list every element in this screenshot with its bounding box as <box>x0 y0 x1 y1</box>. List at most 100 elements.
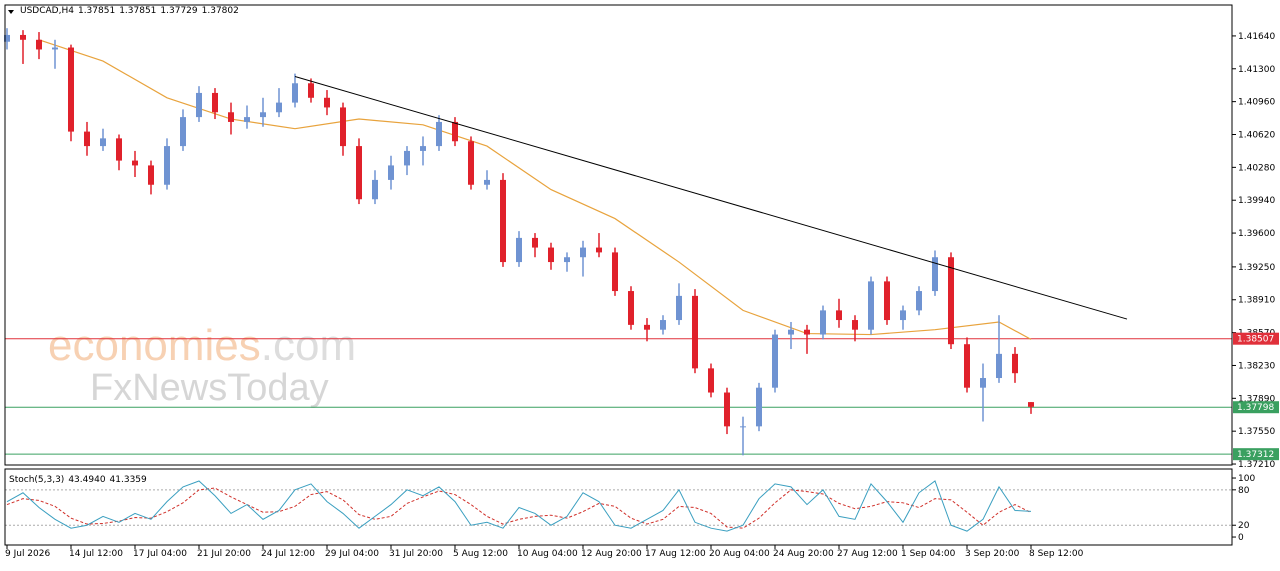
candle-body <box>164 146 170 185</box>
candle-body <box>804 329 810 335</box>
y-tick-label: 1.40960 <box>1238 98 1275 108</box>
x-tick-label: 8 Sep 12:00 <box>1029 549 1084 559</box>
candle-body <box>196 92 202 118</box>
candle-body <box>372 179 378 200</box>
candle-body <box>564 257 570 263</box>
candle-body <box>660 320 666 330</box>
x-tick-label: 3 Sep 20:00 <box>965 549 1020 559</box>
stoch-signal <box>6 487 1032 529</box>
stochastic-name: Stoch(5,3,3) <box>9 475 64 485</box>
x-tick-label: 10 Aug 04:00 <box>517 549 578 559</box>
candle-body <box>820 310 826 335</box>
x-tick-label: 5 Aug 12:00 <box>453 549 508 559</box>
candle-body <box>516 237 522 263</box>
candle-body <box>212 92 218 113</box>
x-tick-label: 17 Aug 12:00 <box>645 549 706 559</box>
x-tick-label: 31 Jul 20:00 <box>389 549 443 559</box>
candle-body <box>644 324 650 330</box>
candle-body <box>84 131 90 147</box>
candle-body <box>852 320 858 330</box>
candle-body <box>836 310 842 321</box>
candle-body <box>932 257 938 292</box>
stoch-tick-label: 100 <box>1238 474 1255 484</box>
candle-body <box>4 34 10 42</box>
candle-body <box>1012 353 1018 374</box>
stoch-tick-label: 0 <box>1238 533 1244 543</box>
candle-body <box>148 165 154 185</box>
candle-body <box>996 353 1002 379</box>
stoch-tick-label: 80 <box>1238 486 1250 496</box>
candle-body <box>724 392 730 427</box>
y-tick-label: 1.40620 <box>1238 130 1275 140</box>
candle-body <box>628 291 634 325</box>
x-tick-label: 17 Jul 04:00 <box>133 549 187 559</box>
y-tick-label: 1.39940 <box>1238 196 1275 206</box>
level-label: 1.37312 <box>1237 450 1274 460</box>
candle-body <box>964 344 970 388</box>
candle-body <box>868 281 874 330</box>
candle-body <box>948 257 954 345</box>
x-tick-label: 12 Aug 20:00 <box>581 549 642 559</box>
y-tick-label: 1.40280 <box>1238 163 1275 173</box>
stochastic-main-readout: 43.4940 <box>68 475 105 485</box>
header-open: 1.37851 <box>78 6 115 16</box>
x-tick-label: 14 Jul 12:00 <box>69 549 123 559</box>
candle-body <box>116 138 122 161</box>
symbol: USDCAD,H4 <box>20 6 74 16</box>
candle-body <box>452 121 458 142</box>
candle-body <box>756 387 762 427</box>
x-tick-label: 20 Aug 04:00 <box>709 549 770 559</box>
candle-body <box>324 97 330 108</box>
candle-body <box>612 252 618 292</box>
y-tick-label: 1.37210 <box>1238 460 1275 470</box>
y-tick-label: 1.37890 <box>1238 394 1275 404</box>
candle-body <box>676 295 682 321</box>
candle-body <box>596 247 602 253</box>
candle-body <box>980 378 986 388</box>
candle-body <box>788 329 794 335</box>
candle-body <box>500 179 506 263</box>
x-tick-label: 21 Jul 20:00 <box>197 549 251 559</box>
y-tick-label: 1.39600 <box>1238 229 1275 239</box>
y-tick-label: 1.37550 <box>1238 427 1275 437</box>
y-tick-label: 1.39250 <box>1238 263 1275 273</box>
candle-body <box>132 160 138 166</box>
level-label: 1.38507 <box>1237 335 1274 345</box>
candle-body <box>20 34 26 40</box>
candle-body <box>580 247 586 258</box>
candle-body <box>532 237 538 248</box>
moving-average <box>38 39 1032 340</box>
candle-body <box>884 281 890 321</box>
candle-body <box>772 334 778 388</box>
x-tick-label: 24 Aug 20:00 <box>773 549 834 559</box>
candle-body <box>740 426 746 428</box>
watermark-suffix: .com <box>261 321 356 370</box>
x-tick-label: 24 Jul 12:00 <box>261 549 315 559</box>
x-tick-label: 9 Jul 2026 <box>5 549 50 559</box>
stoch-tick-label: 20 <box>1238 521 1250 531</box>
candle-body <box>388 165 394 180</box>
price-frame <box>4 4 1233 466</box>
candle-body <box>420 146 426 151</box>
trendline <box>294 76 1128 320</box>
candle-body <box>52 47 58 50</box>
candle-body <box>356 146 362 200</box>
menu-arrow[interactable] <box>8 10 14 14</box>
stochastic-header: Stoch(5,3,3) 43.4940 41.3359 <box>9 475 147 485</box>
watermark-brand: economies.com <box>48 321 356 370</box>
y-tick-label: 1.38910 <box>1238 296 1275 306</box>
watermark: economies.com FxNewsToday <box>48 321 356 409</box>
candle-body <box>340 107 346 147</box>
level-label: 1.37798 <box>1237 403 1274 413</box>
stochastic-panel <box>5 480 1232 532</box>
candle-body <box>68 47 74 132</box>
candle-body <box>308 83 314 98</box>
header-low: 1.37729 <box>160 6 197 16</box>
header-high: 1.37851 <box>119 6 156 16</box>
candle-body <box>180 117 186 147</box>
candle-body <box>484 179 490 185</box>
level-label-box <box>1233 448 1279 461</box>
candle-body <box>404 150 410 166</box>
stochastic-signal-readout: 41.3359 <box>110 475 147 485</box>
candle-body <box>36 39 42 50</box>
